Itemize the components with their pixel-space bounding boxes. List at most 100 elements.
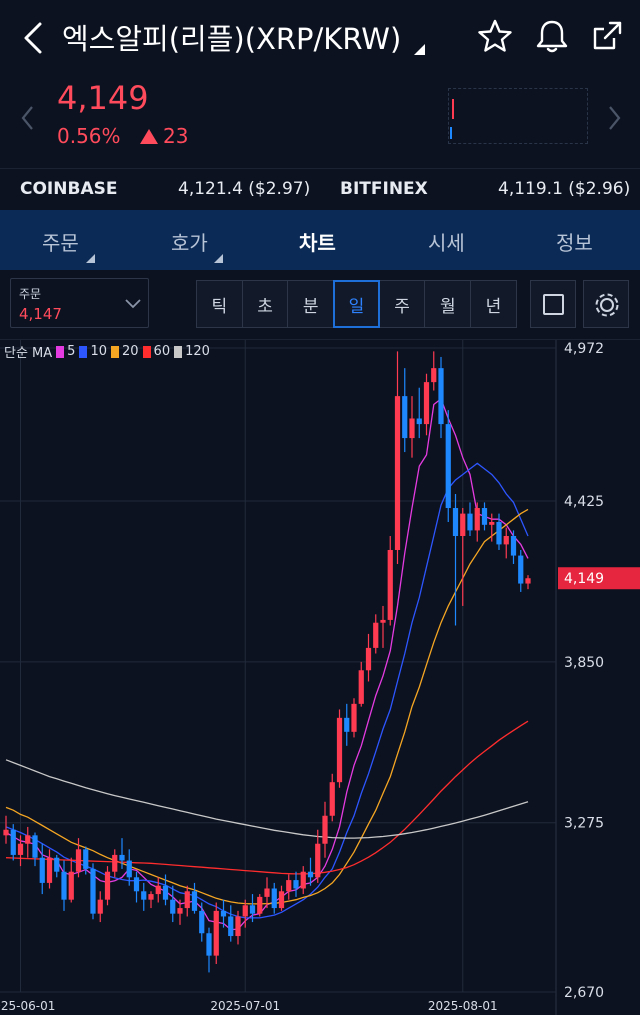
tab-chart[interactable]: 차트 xyxy=(299,231,336,255)
candle-body xyxy=(278,891,285,909)
tab-info[interactable]: 정보 xyxy=(556,231,593,255)
legend-swatch xyxy=(174,345,183,358)
candle-body xyxy=(460,513,466,536)
title-dropdown-caret-icon[interactable] xyxy=(414,44,425,55)
star-icon[interactable] xyxy=(477,18,513,54)
period-second[interactable]: 초 xyxy=(241,280,289,328)
candle-body xyxy=(25,835,31,844)
candle-body xyxy=(271,888,277,909)
candle-body xyxy=(249,905,256,914)
candle-body xyxy=(112,854,118,872)
candle-body xyxy=(365,647,372,671)
bell-icon[interactable] xyxy=(534,18,570,54)
candle-body xyxy=(445,424,451,509)
candle-body xyxy=(10,829,16,855)
tab-order-caret-icon xyxy=(86,254,95,263)
current-price-tag-label: 4,149 xyxy=(564,571,604,587)
order-select-value: 4,147 xyxy=(19,305,62,323)
candle-body xyxy=(220,910,227,917)
mini-sparkline[interactable] xyxy=(448,88,588,144)
period-selector: 틱 초 분 일 주 월 년 xyxy=(196,280,517,328)
candle-body xyxy=(32,835,38,858)
tab-orderbook-caret-icon xyxy=(214,254,223,263)
candle-body xyxy=(155,885,161,895)
fullscreen-button[interactable] xyxy=(530,280,576,328)
legend-swatch xyxy=(142,345,151,358)
legend-swatch xyxy=(111,345,119,358)
back-chevron-icon[interactable] xyxy=(18,18,48,58)
candle-body xyxy=(452,508,459,536)
legend-swatch xyxy=(56,345,65,358)
candle-body xyxy=(264,888,270,897)
candle-body xyxy=(489,522,495,525)
period-year[interactable]: 년 xyxy=(470,280,517,328)
candle-body xyxy=(394,396,401,550)
tab-market[interactable]: 시세 xyxy=(428,231,465,255)
share-icon[interactable] xyxy=(590,18,626,54)
candle-body xyxy=(119,854,125,861)
candle-body xyxy=(351,703,357,732)
candle-body xyxy=(162,885,169,900)
x-tick-label: 2025-06-01 xyxy=(0,999,55,1013)
main-tabs: 주문 호가 차트 시세 정보 xyxy=(0,210,640,270)
candle-body xyxy=(17,843,24,855)
candle-body xyxy=(141,891,147,900)
candle-body xyxy=(423,382,430,425)
next-arrow-icon[interactable] xyxy=(606,104,622,132)
candle-body xyxy=(90,868,96,914)
candle-body xyxy=(329,782,335,816)
up-triangle-icon xyxy=(140,129,158,144)
tab-orderbook[interactable]: 호가 xyxy=(171,231,208,255)
exchange-value: 4,119.1 ($2.96) xyxy=(498,179,631,199)
page-title[interactable]: 엑스알피(리플)(XRP/KRW) xyxy=(62,22,402,56)
period-month[interactable]: 월 xyxy=(424,280,472,328)
period-day[interactable]: 일 xyxy=(333,280,380,328)
candle-body xyxy=(235,916,241,937)
candle-body xyxy=(387,549,393,620)
square-icon xyxy=(543,294,564,315)
candle-body xyxy=(286,880,292,892)
candle-body xyxy=(170,899,176,914)
chevron-down-icon xyxy=(125,299,141,309)
candlestick-chart[interactable]: 4,972 4,425 3,850 3,275 2,670 2025-06-01 2025-… xyxy=(0,340,640,1015)
y-tick-label: 3,275 xyxy=(564,816,604,832)
candle-body xyxy=(104,871,111,900)
y-tick-label: 3,850 xyxy=(564,655,604,671)
candle-body xyxy=(133,877,140,892)
candle-body xyxy=(525,578,531,584)
candle-body xyxy=(97,899,103,914)
y-tick-label: 2,670 xyxy=(564,985,604,1001)
legend-label: 120 xyxy=(185,344,210,359)
settings-button[interactable] xyxy=(583,280,629,328)
candle-body xyxy=(75,849,82,872)
order-select[interactable]: 주문 4,147 xyxy=(10,278,149,328)
candle-body xyxy=(3,829,9,836)
candle-body xyxy=(431,368,437,383)
candle-body xyxy=(61,871,67,900)
legend-label: 60 xyxy=(153,344,171,359)
y-tick-label: 4,425 xyxy=(564,494,604,510)
period-tick[interactable]: 틱 xyxy=(196,280,243,328)
legend-label: 20 xyxy=(122,344,139,359)
chart-toolbar: 주문 4,147 틱 초 분 일 주 월 년 xyxy=(0,270,640,340)
candle-body xyxy=(68,871,74,900)
ma-legend: 단순 MA 5 10 20 60 120 xyxy=(4,342,210,361)
candle-body xyxy=(126,860,132,878)
price-chart[interactable]: 4,972 4,425 3,850 3,275 2,670 2025-06-01 2025-… xyxy=(0,340,640,1015)
candle-body xyxy=(199,910,205,934)
period-week[interactable]: 주 xyxy=(378,280,426,328)
app-header: 엑스알피(리플)(XRP/KRW) xyxy=(0,0,640,76)
period-minute[interactable]: 분 xyxy=(287,280,335,328)
exchange-prices: COINBASE 4,121.4 ($2.97) BITFINEX 4,119.… xyxy=(0,168,640,210)
candle-body xyxy=(177,908,183,914)
prev-arrow-icon[interactable] xyxy=(20,104,36,132)
price-summary: 4,149 0.56% 23 xyxy=(0,76,640,162)
candle-body xyxy=(438,368,444,425)
tab-order[interactable]: 주문 xyxy=(42,231,79,255)
candle-body xyxy=(54,857,60,872)
candle-body xyxy=(83,849,89,869)
candle-body xyxy=(206,933,212,956)
candle-body xyxy=(474,508,480,531)
candle-body xyxy=(373,622,379,648)
candle-body xyxy=(518,555,524,584)
